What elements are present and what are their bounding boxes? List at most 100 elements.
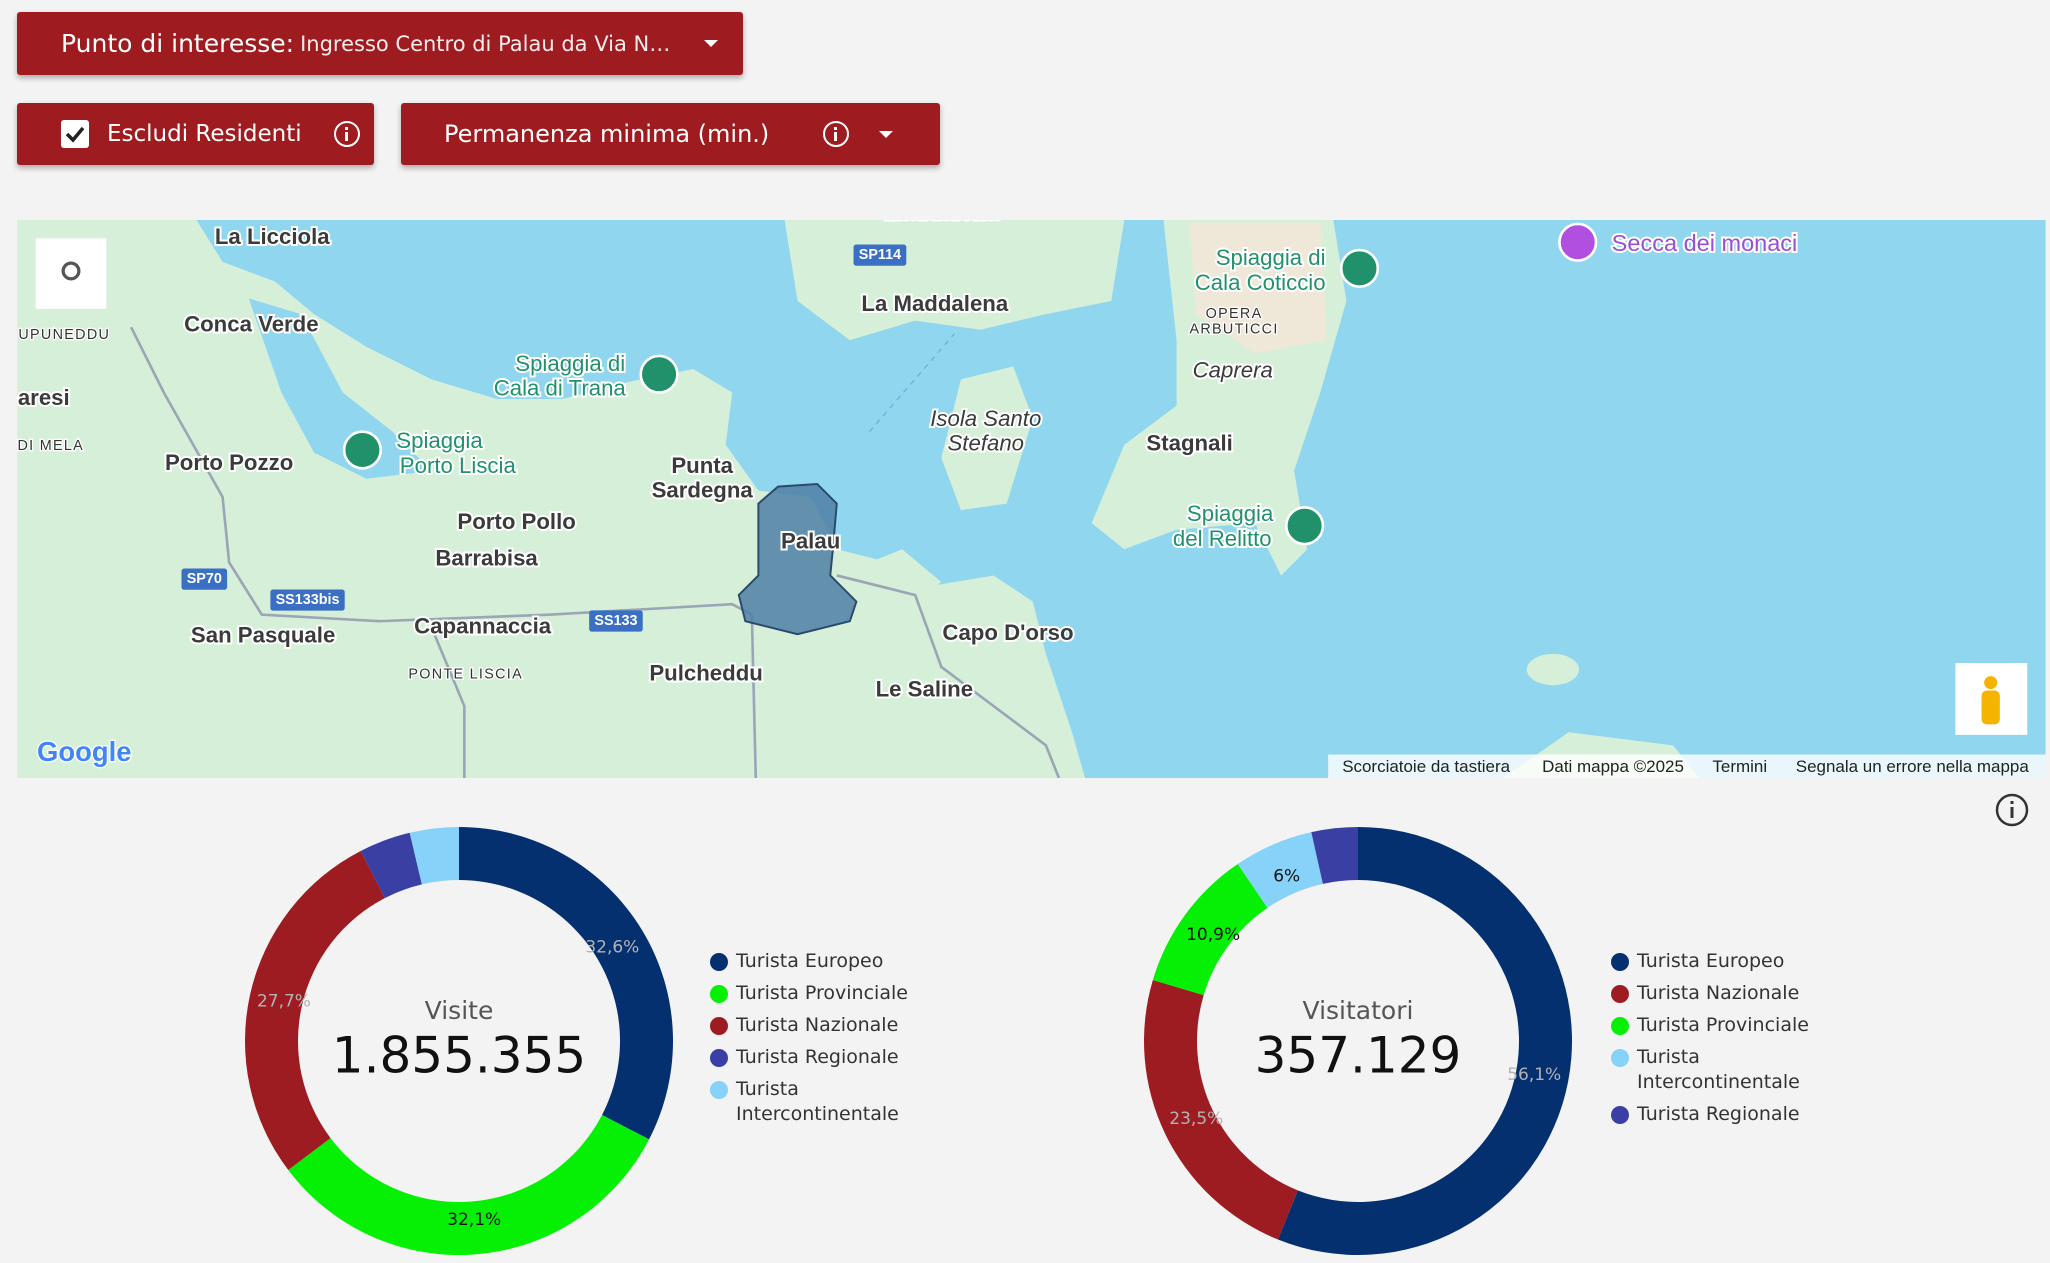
legend-item[interactable]: Turista Nazionale (1611, 981, 1811, 1006)
legend-item[interactable]: Turista Regionale (1611, 1102, 1811, 1127)
place-label: La Licciola (215, 224, 330, 249)
legend-label: Turista Europeo (1637, 950, 1785, 972)
legend-swatch (710, 1081, 728, 1099)
checkbox (61, 120, 89, 148)
slice-label: 6% (1273, 866, 1300, 886)
legend-item[interactable]: Turista Provinciale (1611, 1013, 1811, 1038)
donut-slice (409, 827, 459, 885)
place-label: ARBUTICCI (1189, 322, 1278, 338)
poi-pin[interactable] (1558, 222, 1598, 262)
donut-slice (459, 827, 673, 1140)
donut-slice (1237, 832, 1323, 908)
road-shield (589, 610, 643, 632)
legend-label: Turista Nazionale (736, 1014, 899, 1036)
map-footer-link[interactable]: Segnala un errore nella mappa (1796, 757, 2030, 776)
legend-item[interactable]: Turista Nazionale (710, 1013, 910, 1038)
donut-slice (1144, 980, 1298, 1240)
legend-item[interactable]: Turista Europeo (710, 949, 910, 974)
min-stay-dropdown[interactable]: Permanenza minima (min.) (401, 103, 940, 165)
legend-item[interactable]: Turista Europeo (1611, 949, 1811, 974)
exclude-residents-label: Escludi Residenti (107, 121, 302, 147)
beach-pins (342, 248, 1380, 546)
legend-item[interactable]: Turista Regionale (710, 1045, 910, 1070)
map-footer-link[interactable]: Scorciatoie da tastiera (1342, 757, 1510, 776)
locate-button[interactable] (35, 238, 107, 309)
place-label: Capo D'orso (942, 620, 1073, 645)
legend: Turista Europeo Turista Nazionale Turista … (1611, 949, 1811, 1127)
place-label: Stagnali (1146, 431, 1232, 456)
poi-area[interactable] (737, 482, 858, 636)
exclude-residents-toggle[interactable]: Escludi Residenti (17, 103, 374, 165)
donut-slice (244, 850, 386, 1171)
caret-icon (879, 130, 894, 138)
legend-item[interactable]: Turista Intercontinentale (1611, 1045, 1811, 1095)
poi-value: Ingresso Centro di Palau da Via N… (300, 31, 671, 56)
poi-dropdown[interactable]: Punto di interesse: Ingresso Centro di P… (17, 12, 743, 75)
place-label: Pulcheddu (649, 661, 763, 686)
legend-label: Turista Intercontinentale (1637, 1046, 1800, 1093)
place-label: San Pasquale (191, 623, 335, 648)
place-label: Maddalena (884, 220, 999, 224)
place-label: Caprera (1193, 357, 1273, 382)
place-label: Barrabisa (435, 546, 538, 571)
place-label: UPUNEDDU (18, 327, 110, 343)
place-label: Isola Santo (930, 406, 1041, 431)
road-shield (853, 244, 907, 266)
legend-swatch (710, 1049, 728, 1067)
land-beige (1189, 222, 1327, 354)
legend-swatch (1611, 1017, 1629, 1035)
donut-center-label: Visite (425, 996, 494, 1025)
road-shield-label: SP70 (187, 571, 222, 587)
map-footer-link[interactable]: Termini (1712, 757, 1767, 776)
slice-label: 56,1% (1507, 1065, 1561, 1085)
donut-total: 1.855.355 (332, 1027, 586, 1085)
legend-swatch (1611, 985, 1629, 1003)
place-label: Cala Coticcio (1195, 270, 1326, 295)
place-label: Le Saline (876, 676, 974, 701)
inlet (248, 298, 432, 479)
place-label: Conca Verde (184, 312, 319, 337)
legend-label: Turista Nazionale (1637, 982, 1800, 1004)
place-label: del Relitto (1173, 526, 1272, 551)
slice-label: 23,5% (1169, 1109, 1223, 1129)
info-icon[interactable] (1994, 792, 2030, 828)
slice-label: 10,9% (1186, 925, 1240, 945)
place-label: Capannaccia (414, 614, 552, 639)
poi-label: Punto di interesse: (61, 29, 295, 58)
min-stay-label: Permanenza minima (min.) (444, 120, 770, 148)
donut-total: 357.129 (1255, 1027, 1462, 1085)
donut-slice (1152, 864, 1268, 996)
map[interactable]: La Licciola Conca Verde UPUNEDDU aresi DI ME… (17, 220, 2046, 778)
road-shield (270, 589, 345, 611)
place-label: Porto Liscia (400, 453, 517, 478)
place-label: Spiaggia di (515, 351, 625, 376)
ferry-route (868, 333, 955, 433)
place-label: Secca dei monaci (1612, 230, 1798, 256)
info-icon[interactable] (823, 121, 850, 147)
road-shield-label: SP114 (859, 247, 901, 263)
road-shield (181, 568, 228, 590)
info-icon[interactable] (333, 121, 360, 147)
legend: Turista Europeo Turista Provinciale Turist… (710, 949, 910, 1127)
google-logo: Google (37, 736, 132, 767)
legend-label: Turista Regionale (1637, 1103, 1800, 1125)
legend-item[interactable]: Turista Intercontinentale (710, 1077, 910, 1127)
donut-slice (360, 832, 422, 899)
map-footer (1328, 754, 2046, 778)
slice-label: 32,1% (447, 1210, 501, 1230)
map-footer-link[interactable]: Dati mappa ©2025 (1542, 757, 1684, 776)
legend-swatch (1611, 953, 1629, 971)
legend-item[interactable]: Turista Provinciale (710, 981, 910, 1006)
donut-slice (1277, 827, 1572, 1255)
place-label: Spiaggia (1187, 501, 1274, 526)
legend-label: Turista Provinciale (1637, 1014, 1809, 1036)
place-label: OPERA (1206, 306, 1263, 322)
legend-label: Turista Provinciale (736, 982, 908, 1004)
place-label: Stefano (947, 431, 1024, 456)
legend-swatch (710, 985, 728, 1003)
place-label: Punta (671, 453, 733, 478)
donut-slice (1311, 827, 1358, 884)
place-label: La Maddalena (861, 291, 1008, 316)
